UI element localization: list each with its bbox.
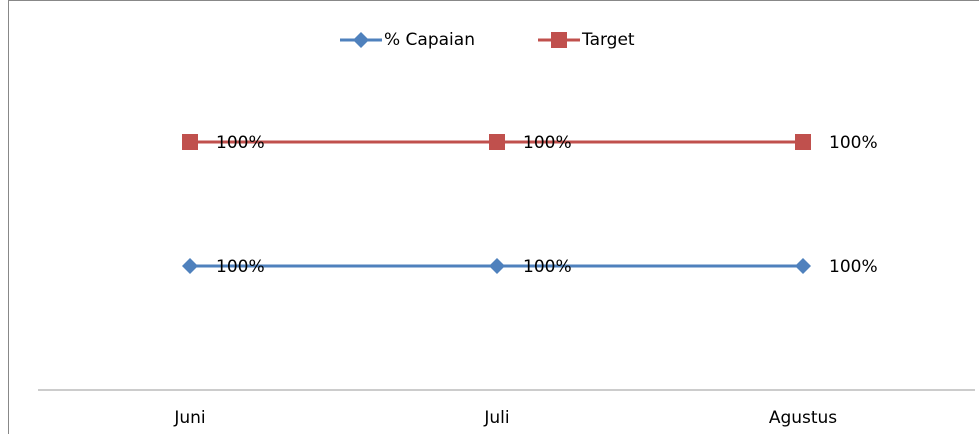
data-label: 100% xyxy=(829,257,878,277)
marker xyxy=(182,258,198,274)
legend-label: Target xyxy=(581,30,635,50)
chart-frame xyxy=(8,0,979,434)
data-label: 100% xyxy=(829,133,878,153)
marker xyxy=(182,134,198,150)
x-tick-label: Agustus xyxy=(769,408,837,428)
x-tick-label: Juni xyxy=(173,408,205,428)
x-tick-label: Juli xyxy=(483,408,509,428)
marker xyxy=(795,258,811,274)
data-label: 100% xyxy=(216,257,265,277)
legend-marker xyxy=(551,32,567,48)
data-label: 100% xyxy=(523,133,572,153)
data-label: 100% xyxy=(216,133,265,153)
data-label: 100% xyxy=(523,257,572,277)
legend-marker xyxy=(353,32,369,48)
legend-label: % Capaian xyxy=(384,30,475,50)
marker xyxy=(795,134,811,150)
marker xyxy=(489,258,505,274)
marker xyxy=(489,134,505,150)
